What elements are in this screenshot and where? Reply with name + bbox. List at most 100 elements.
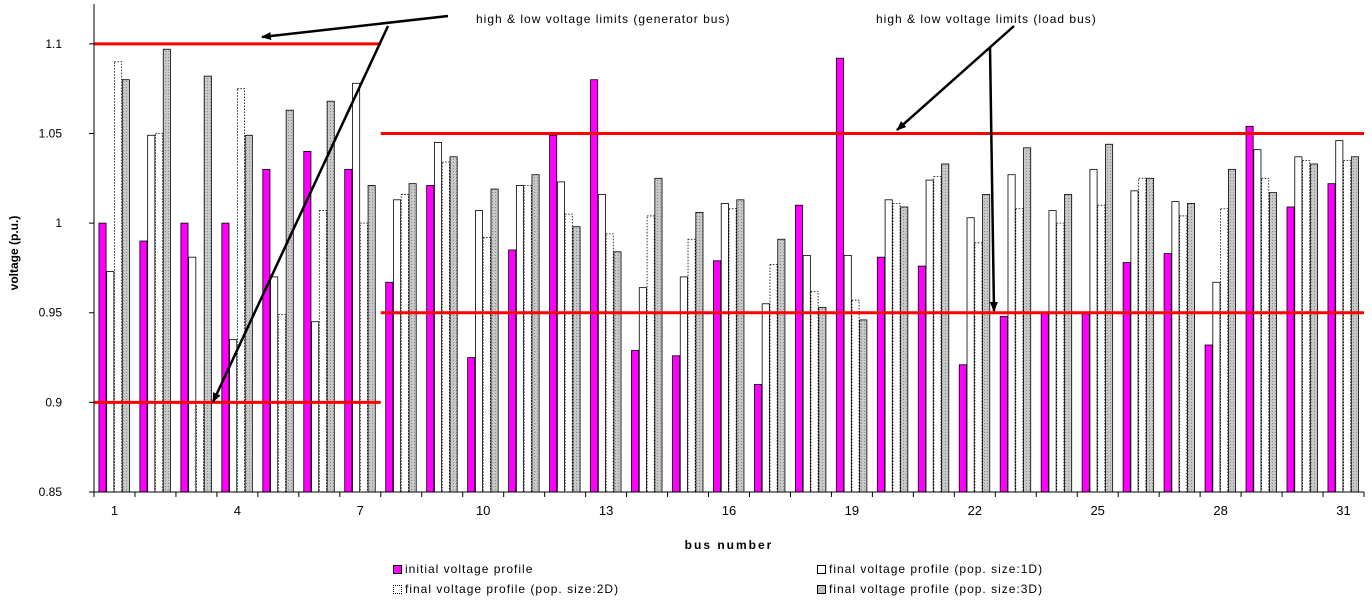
bar-final-3d xyxy=(326,100,335,493)
bar-final-2d xyxy=(400,194,409,493)
bar-final-3d xyxy=(490,188,499,493)
bar-final-1d xyxy=(679,276,688,493)
bar-final-2d xyxy=(196,401,204,493)
bar-final-2d xyxy=(236,88,245,493)
bar-final-1d xyxy=(1089,168,1098,493)
x-tick-label: 28 xyxy=(1213,503,1227,518)
bar-final-2d xyxy=(482,237,491,493)
y-tick-label: 1.1 xyxy=(45,37,62,51)
x-tick-label: 4 xyxy=(234,503,241,518)
bar-final-3d xyxy=(1268,192,1277,493)
bar-final-2d xyxy=(728,208,737,493)
legend-item-1d: final voltage profile (pop. size:1D) xyxy=(817,562,1043,576)
bar-final-2d xyxy=(1302,159,1311,493)
bar-final-1d xyxy=(556,181,565,493)
bar-initial xyxy=(672,355,681,493)
bar-final-3d xyxy=(367,185,376,493)
bar-initial xyxy=(876,256,885,493)
bar-final-1d xyxy=(311,321,320,493)
bar-final-2d xyxy=(851,299,860,493)
bar-final-1d xyxy=(925,179,934,493)
x-axis-title: bus number xyxy=(685,538,774,552)
bar-final-1d xyxy=(802,254,811,493)
x-tick-label: 22 xyxy=(968,503,982,518)
bar-final-3d xyxy=(900,206,909,493)
bar-initial xyxy=(426,185,435,493)
bar-final-1d xyxy=(597,194,606,493)
bar-final-2d xyxy=(974,242,983,493)
bar-final-3d xyxy=(162,48,171,493)
bar-final-3d xyxy=(1187,202,1196,493)
bar-final-3d xyxy=(1146,177,1155,493)
x-tick-label: 25 xyxy=(1090,503,1104,518)
bar-initial xyxy=(754,384,762,493)
bar-initial xyxy=(262,168,271,493)
bar-final-3d xyxy=(285,109,294,493)
bar-final-1d xyxy=(1294,156,1303,493)
bar-initial xyxy=(508,249,517,493)
bar-final-1d xyxy=(966,217,975,493)
bar-initial xyxy=(1286,206,1295,493)
bar-final-3d xyxy=(1023,147,1032,493)
bar-initial xyxy=(590,79,599,493)
bar-final-2d xyxy=(769,263,778,493)
bar-final-1d xyxy=(1130,190,1139,493)
bar-final-3d xyxy=(1309,163,1318,493)
limit-lines xyxy=(94,42,1364,404)
x-tick-label: 31 xyxy=(1336,503,1350,518)
legend-item-3d: final voltage profile (pop. size:3D) xyxy=(817,582,1043,596)
bar-final-2d xyxy=(646,215,655,493)
axes: 0.85 0.9 0.95 1 1.05 1.1 1 4 7 10 13 16 19 22 25 28 31 xyxy=(39,4,1365,518)
bar-final-3d xyxy=(941,163,950,493)
bar-final-2d xyxy=(1056,222,1065,493)
bar-final-2d xyxy=(810,290,819,493)
bar-final-1d xyxy=(434,142,443,493)
bar-final-1d xyxy=(1335,140,1344,493)
bar-final-3d xyxy=(1228,168,1236,493)
bar-final-2d xyxy=(359,222,368,493)
bar-final-3d xyxy=(408,183,417,493)
bar-final-1d xyxy=(106,271,115,493)
bar-final-2d xyxy=(1343,159,1352,493)
bar-final-1d xyxy=(884,199,893,493)
annotation-generator-bus: high & low voltage limits (generator bus… xyxy=(476,12,730,26)
bar-final-2d xyxy=(1015,208,1024,493)
bar-initial xyxy=(631,349,640,493)
bar-final-3d xyxy=(1350,156,1359,493)
bar-initial xyxy=(713,260,722,493)
bar-final-3d xyxy=(572,226,581,493)
bar-final-1d xyxy=(270,276,279,493)
legend-label-1d: final voltage profile (pop. size:1D) xyxy=(829,562,1044,576)
bar-initial xyxy=(1122,262,1131,493)
bar-final-1d xyxy=(1007,174,1016,493)
bar-final-1d xyxy=(188,256,197,493)
bar-initial xyxy=(344,168,353,493)
legend-label-2d: final voltage profile (pop. size:2D) xyxy=(405,582,620,596)
bar-final-2d xyxy=(933,176,942,493)
bar-final-1d xyxy=(1171,201,1180,493)
legend-item-2d: final voltage profile (pop. size:2D) xyxy=(393,582,619,596)
bar-final-3d xyxy=(121,79,130,493)
bar-final-2d xyxy=(1097,204,1106,493)
bar-final-1d xyxy=(761,303,770,493)
bar-initial xyxy=(835,57,844,493)
bar-final-2d xyxy=(1220,208,1229,493)
bar-final-3d xyxy=(449,156,458,493)
bar-final-1d xyxy=(515,185,524,493)
bar-final-2d xyxy=(564,213,573,493)
x-tick-label: 7 xyxy=(357,503,364,518)
annotations: high & low voltage limits (generator bus… xyxy=(211,12,1096,403)
legend-swatch-1d xyxy=(817,564,826,574)
bar-final-3d xyxy=(1064,194,1073,493)
bar-final-2d xyxy=(523,185,532,493)
legend-item-initial: initial voltage profile xyxy=(393,562,533,576)
bar-final-3d xyxy=(654,177,663,493)
legend-swatch-initial xyxy=(393,564,402,574)
x-tick-label: 1 xyxy=(111,503,118,518)
bar-final-2d xyxy=(1179,215,1188,493)
annotation-arrow xyxy=(896,25,1015,131)
legend-label-initial: initial voltage profile xyxy=(405,562,534,576)
y-axis-title: voltage (p.u.) xyxy=(7,216,21,291)
bars xyxy=(98,48,1359,493)
